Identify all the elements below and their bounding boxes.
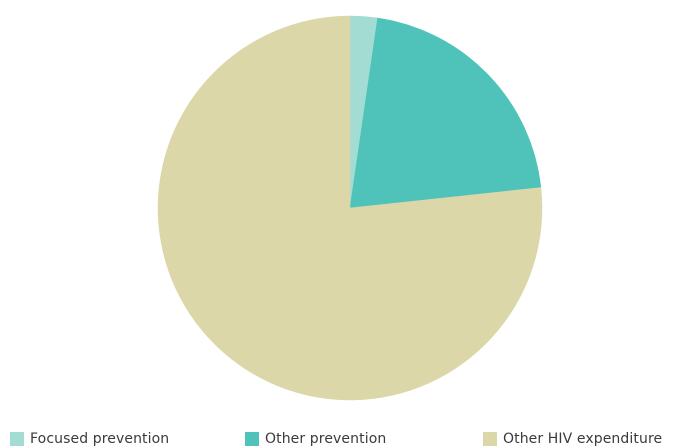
legend-item-focused-prevention[interactable]: Focused prevention (10, 430, 169, 448)
legend-swatch-other-prevention (245, 432, 259, 446)
chart-legend: Focused prevention Other prevention Othe… (0, 430, 679, 448)
pie-slice-other-prevention[interactable] (349, 17, 542, 209)
pie-slice-other-hiv-expenditure[interactable] (157, 15, 543, 401)
legend-item-other-hiv-expenditure[interactable]: Other HIV expenditure (483, 430, 662, 448)
legend-label: Focused prevention (30, 431, 170, 447)
pie-plot-area (157, 15, 543, 401)
legend-item-other-prevention[interactable]: Other prevention (245, 430, 386, 448)
legend-label: Other HIV expenditure (503, 431, 663, 447)
legend-swatch-other-hiv-expenditure (483, 432, 497, 446)
legend-swatch-focused-prevention (10, 432, 24, 446)
legend-label: Other prevention (265, 431, 387, 447)
